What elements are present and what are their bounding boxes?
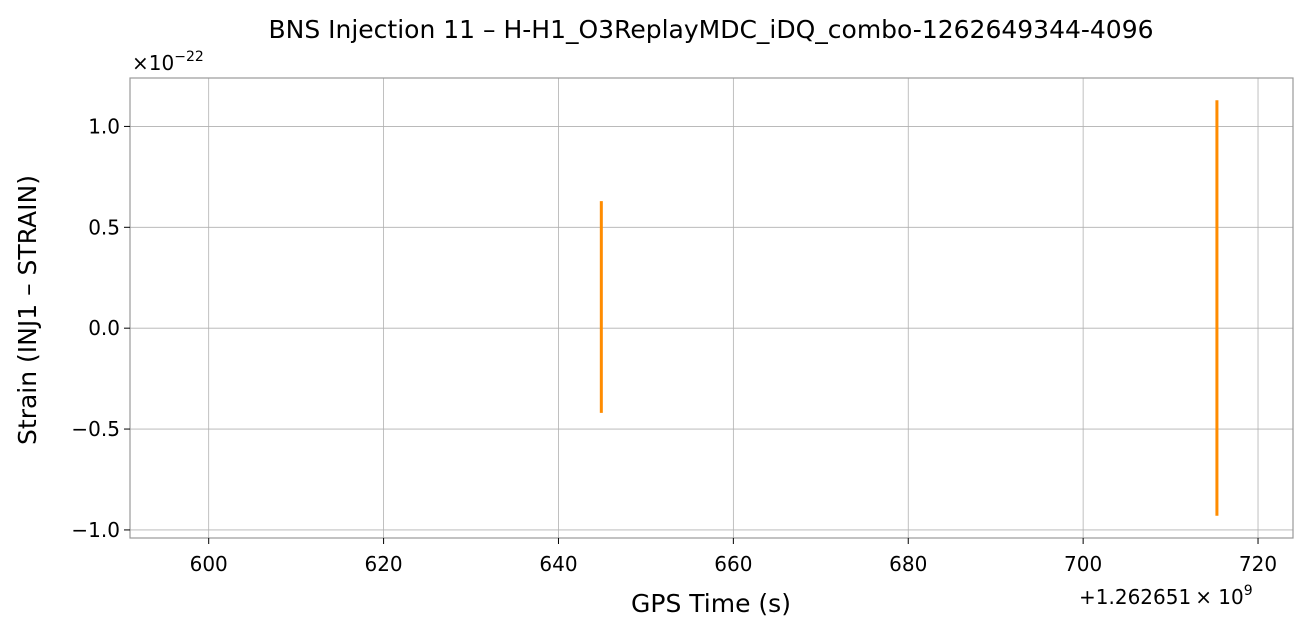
data-series-layer (599, 100, 1219, 516)
x-axis-ticks: 600 620 640 660 680 700 720 (190, 538, 1277, 576)
x-tick-label: 660 (714, 552, 752, 576)
x-axis-label: GPS Time (s) (631, 589, 791, 618)
y-axis-label: Strain (INJ1 – STRAIN) (13, 175, 42, 445)
x-tick-label: 700 (1064, 552, 1102, 576)
x-tick-label: 620 (364, 552, 402, 576)
y-tick-label: −0.5 (71, 417, 120, 441)
x-tick-label: 720 (1239, 552, 1277, 576)
grid-lines (130, 78, 1293, 538)
y-tick-label: −1.0 (71, 518, 120, 542)
y-tick-label: 1.0 (88, 114, 120, 138)
y-scale-multiplier: ×10−22 (132, 49, 204, 75)
y-tick-label: 0.0 (88, 316, 120, 340)
x-tick-label: 640 (539, 552, 577, 576)
x-offset-label: +1.262651 × 109 (1079, 583, 1253, 609)
chart-title: BNS Injection 11 – H-H1_O3ReplayMDC_iDQ_… (268, 15, 1153, 44)
x-tick-label: 680 (889, 552, 927, 576)
plot-area-frame (129, 77, 1294, 539)
y-axis-ticks: −1.0 −0.5 0.0 0.5 1.0 (71, 114, 130, 542)
y-tick-label: 0.5 (88, 215, 120, 239)
x-tick-label: 600 (190, 552, 228, 576)
